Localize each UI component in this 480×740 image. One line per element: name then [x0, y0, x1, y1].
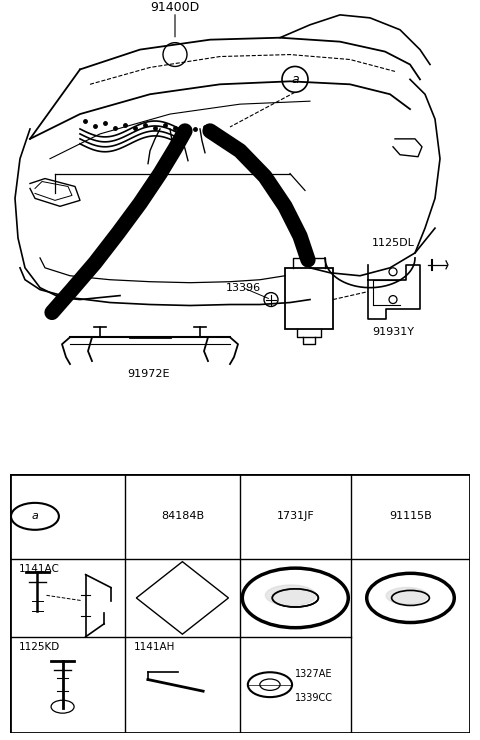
Text: 1141AH: 1141AH — [134, 642, 175, 652]
Text: a: a — [291, 73, 299, 86]
Text: 1327AE: 1327AE — [295, 669, 333, 679]
Text: 91400D: 91400D — [150, 1, 200, 15]
Text: 1125DL: 1125DL — [372, 238, 414, 248]
Text: 91972E: 91972E — [127, 369, 169, 379]
Ellipse shape — [385, 588, 436, 608]
FancyBboxPatch shape — [10, 474, 470, 733]
Text: 1141AC: 1141AC — [19, 564, 60, 574]
Text: 91931Y: 91931Y — [372, 327, 414, 337]
Ellipse shape — [386, 588, 428, 605]
Text: a: a — [32, 511, 38, 522]
Text: 1339CC: 1339CC — [295, 693, 333, 703]
Text: 84184B: 84184B — [161, 511, 204, 522]
FancyBboxPatch shape — [285, 268, 333, 329]
Text: 1125KD: 1125KD — [19, 642, 60, 652]
Ellipse shape — [265, 586, 325, 610]
Text: 91115B: 91115B — [389, 511, 432, 522]
Text: 13396: 13396 — [226, 283, 261, 292]
Ellipse shape — [265, 585, 316, 605]
Text: 1731JF: 1731JF — [276, 511, 314, 522]
